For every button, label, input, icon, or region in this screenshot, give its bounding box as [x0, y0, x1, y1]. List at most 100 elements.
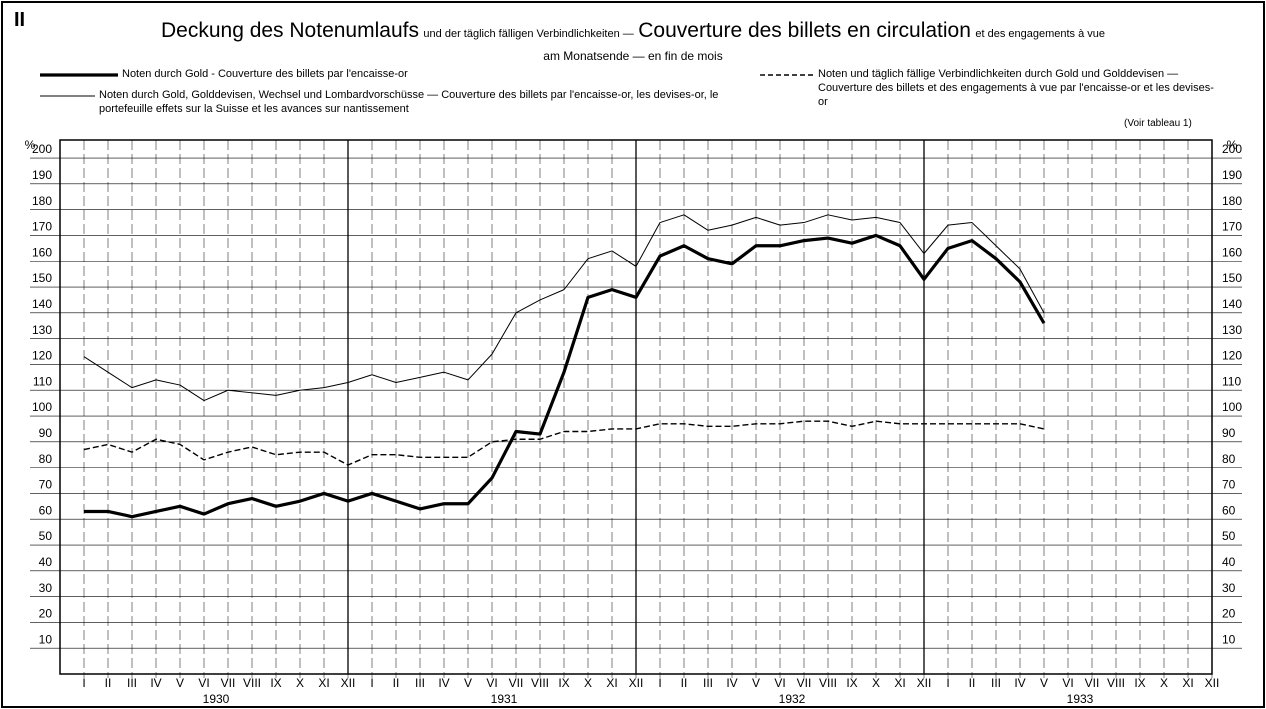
year-label: 1933: [1067, 692, 1094, 706]
x-tick-label: IV: [438, 676, 449, 690]
x-tick-label: VI: [774, 676, 785, 690]
x-tick-label: X: [1160, 676, 1168, 690]
y-tick-label: 70: [1222, 478, 1236, 492]
y-tick-label: 200: [1222, 142, 1242, 156]
x-tick-label: I: [658, 676, 661, 690]
x-tick-label: VII: [797, 676, 812, 690]
x-tick-label: V: [176, 676, 184, 690]
y-tick-label: 40: [39, 555, 53, 569]
y-tick-label: 180: [1222, 194, 1242, 208]
y-tick-label: 170: [1222, 220, 1242, 234]
y-tick-label: 60: [1222, 503, 1236, 517]
y-tick-label: 150: [1222, 271, 1242, 285]
y-tick-label: 80: [1222, 452, 1236, 466]
x-tick-label: III: [127, 676, 137, 690]
y-tick-label: 50: [39, 529, 53, 543]
plot-border: [59, 139, 1213, 675]
year-label: 1930: [203, 692, 230, 706]
x-tick-label: X: [584, 676, 592, 690]
legend-entry: Noten durch Gold - Couverture des billet…: [122, 68, 408, 80]
x-tick-label: II: [393, 676, 400, 690]
x-tick-label: VIII: [1107, 676, 1125, 690]
y-tick-label: 190: [1222, 168, 1242, 182]
x-tick-label: VIII: [243, 676, 261, 690]
year-label: 1932: [779, 692, 806, 706]
y-tick-label: 30: [1222, 581, 1236, 595]
x-tick-label: I: [370, 676, 373, 690]
x-tick-label: XI: [1182, 676, 1193, 690]
y-tick-label: 90: [1222, 426, 1236, 440]
x-tick-label: I: [82, 676, 85, 690]
y-tick-label: 20: [1222, 607, 1236, 621]
x-tick-label: III: [991, 676, 1001, 690]
y-tick-label: 140: [32, 297, 52, 311]
x-tick-label: X: [872, 676, 880, 690]
x-tick-label: X: [296, 676, 304, 690]
y-tick-label: 200: [32, 142, 52, 156]
x-tick-label: XI: [894, 676, 905, 690]
subtitle: am Monatsende — en fin de mois: [543, 49, 723, 63]
y-tick-label: 190: [32, 168, 52, 182]
x-tick-label: I: [946, 676, 949, 690]
y-tick-label: 60: [39, 503, 53, 517]
x-tick-label: VII: [509, 676, 524, 690]
x-tick-label: II: [105, 676, 112, 690]
x-tick-label: VII: [221, 676, 236, 690]
y-tick-label: 100: [32, 400, 52, 414]
y-tick-label: 160: [1222, 245, 1242, 259]
title-note: und der täglich fälligen Verbindlichkeit…: [423, 28, 634, 40]
x-tick-label: IV: [1014, 676, 1025, 690]
y-tick-label: 180: [32, 194, 52, 208]
y-tick-label: 20: [39, 607, 53, 621]
legend-entry: Noten durch Gold, Golddevisen, Wechsel u…: [99, 89, 719, 115]
note: (Voir tableau 1): [1124, 118, 1192, 129]
x-tick-label: IX: [846, 676, 857, 690]
x-tick-label: VII: [1085, 676, 1100, 690]
x-tick-label: VIII: [819, 676, 837, 690]
x-tick-label: VI: [486, 676, 497, 690]
y-tick-label: 10: [39, 632, 53, 646]
x-tick-label: XII: [1205, 676, 1220, 690]
x-tick-label: IV: [726, 676, 737, 690]
x-tick-label: VI: [1062, 676, 1073, 690]
y-tick-label: 50: [1222, 529, 1236, 543]
legend-entry: Noten und täglich fällige Verbindlichkei…: [818, 68, 1214, 108]
y-tick-label: 160: [32, 245, 52, 259]
y-axis-label: %: [25, 138, 36, 152]
y-tick-label: 170: [32, 220, 52, 234]
x-tick-label: XII: [341, 676, 356, 690]
y-tick-label: 10: [1222, 632, 1236, 646]
x-tick-label: VIII: [531, 676, 549, 690]
x-tick-label: II: [681, 676, 688, 690]
year-label: 1931: [491, 692, 518, 706]
y-tick-label: 120: [32, 349, 52, 363]
y-tick-label: 120: [1222, 349, 1242, 363]
x-tick-label: V: [464, 676, 472, 690]
y-tick-label: 130: [1222, 323, 1242, 337]
x-tick-label: IX: [558, 676, 569, 690]
y-tick-label: 100: [1222, 400, 1242, 414]
y-tick-label: 130: [32, 323, 52, 337]
x-tick-label: V: [1040, 676, 1048, 690]
x-tick-label: IX: [1134, 676, 1145, 690]
y-tick-label: 110: [33, 374, 52, 388]
y-tick-label: 70: [39, 478, 53, 492]
x-tick-label: III: [415, 676, 425, 690]
x-tick-label: II: [969, 676, 976, 690]
x-tick-label: IX: [270, 676, 281, 690]
y-tick-label: 140: [1222, 297, 1242, 311]
x-tick-label: XI: [606, 676, 617, 690]
y-tick-label: 150: [32, 271, 52, 285]
x-tick-label: XI: [318, 676, 329, 690]
y-tick-label: 90: [39, 426, 53, 440]
panel-label: II: [14, 9, 26, 31]
series-line: [83, 214, 1045, 402]
y-tick-label: 40: [1222, 555, 1236, 569]
y-tick-label: 30: [39, 581, 53, 595]
title-fr-note: et des engagements à vue: [975, 28, 1106, 40]
series-line: [83, 420, 1045, 466]
x-tick-label: V: [752, 676, 760, 690]
title-fr: Couverture des billets en circulation: [638, 19, 971, 42]
